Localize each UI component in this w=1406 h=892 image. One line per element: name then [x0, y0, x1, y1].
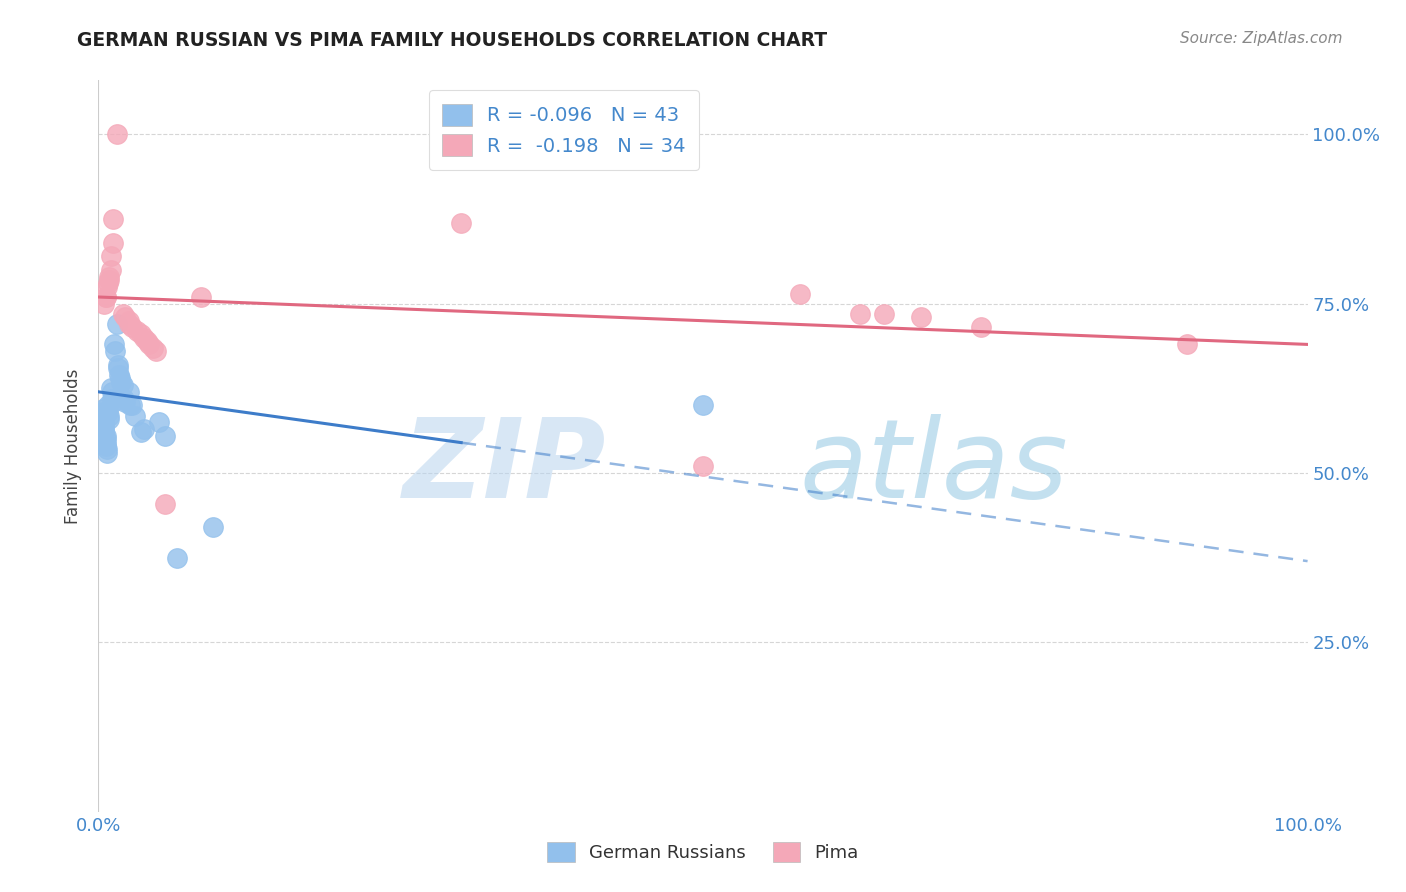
Point [110, 375, 132, 389]
Point [101, 235, 124, 250]
Point [91, 401, 114, 416]
Point [93, 297, 115, 311]
Point [105, 317, 128, 331]
Point [100, 392, 122, 406]
Point [121, 320, 143, 334]
Point [111, 307, 134, 321]
Point [97, 277, 120, 291]
Point [789, 286, 811, 301]
Point [96, 446, 118, 460]
Y-axis label: Family Households: Family Households [65, 368, 83, 524]
Point [873, 307, 896, 321]
Point [98, 412, 121, 426]
Point [93, 418, 115, 433]
Point [100, 384, 122, 399]
Point [129, 327, 152, 342]
Point [153, 497, 176, 511]
Legend: R = -0.096   N = 43, R =  -0.198   N = 34: R = -0.096 N = 43, R = -0.198 N = 34 [429, 90, 699, 169]
Point [107, 361, 129, 376]
Point [118, 317, 141, 331]
Point [94, 290, 117, 304]
Point [100, 263, 122, 277]
Point [142, 341, 165, 355]
Point [849, 307, 872, 321]
Point [94, 435, 117, 450]
Point [100, 381, 122, 395]
Point [98, 409, 121, 423]
Point [970, 320, 993, 334]
Point [114, 395, 136, 409]
Point [202, 520, 225, 534]
Point [97, 398, 120, 412]
Point [118, 314, 141, 328]
Point [148, 415, 170, 429]
Point [138, 337, 160, 351]
Point [692, 459, 714, 474]
Point [124, 409, 146, 423]
Point [108, 371, 131, 385]
Point [101, 212, 124, 227]
Point [97, 405, 120, 419]
Point [107, 358, 129, 372]
Point [100, 249, 122, 263]
Point [145, 344, 167, 359]
Point [692, 398, 714, 412]
Point [108, 368, 131, 382]
Point [94, 429, 117, 443]
Point [910, 310, 932, 325]
Text: Source: ZipAtlas.com: Source: ZipAtlas.com [1180, 31, 1343, 46]
Point [114, 310, 136, 325]
Point [93, 425, 115, 440]
Text: GERMAN RUSSIAN VS PIMA FAMILY HOUSEHOLDS CORRELATION CHART: GERMAN RUSSIAN VS PIMA FAMILY HOUSEHOLDS… [77, 31, 828, 50]
Point [121, 398, 143, 412]
Point [104, 344, 127, 359]
Point [1175, 337, 1198, 351]
Point [134, 331, 156, 345]
Point [93, 415, 115, 429]
Point [96, 280, 118, 294]
Point [101, 395, 124, 409]
Point [134, 422, 156, 436]
Point [94, 290, 117, 304]
Point [112, 392, 135, 406]
Point [190, 290, 212, 304]
Point [93, 422, 115, 436]
Point [96, 442, 118, 457]
Point [105, 128, 128, 142]
Point [118, 384, 141, 399]
Text: atlas: atlas [800, 415, 1069, 522]
Point [129, 425, 152, 440]
Text: ZIP: ZIP [402, 415, 606, 522]
Point [111, 378, 134, 392]
Point [450, 215, 472, 229]
Point [135, 334, 157, 348]
Point [91, 409, 114, 423]
Point [98, 273, 121, 287]
Point [127, 324, 149, 338]
Point [153, 429, 176, 443]
Point [98, 269, 121, 284]
Point [166, 550, 188, 565]
Point [91, 405, 114, 419]
Point [94, 432, 117, 446]
Legend: German Russians, Pima: German Russians, Pima [540, 834, 866, 870]
Point [94, 439, 117, 453]
Point [103, 337, 125, 351]
Point [118, 398, 141, 412]
